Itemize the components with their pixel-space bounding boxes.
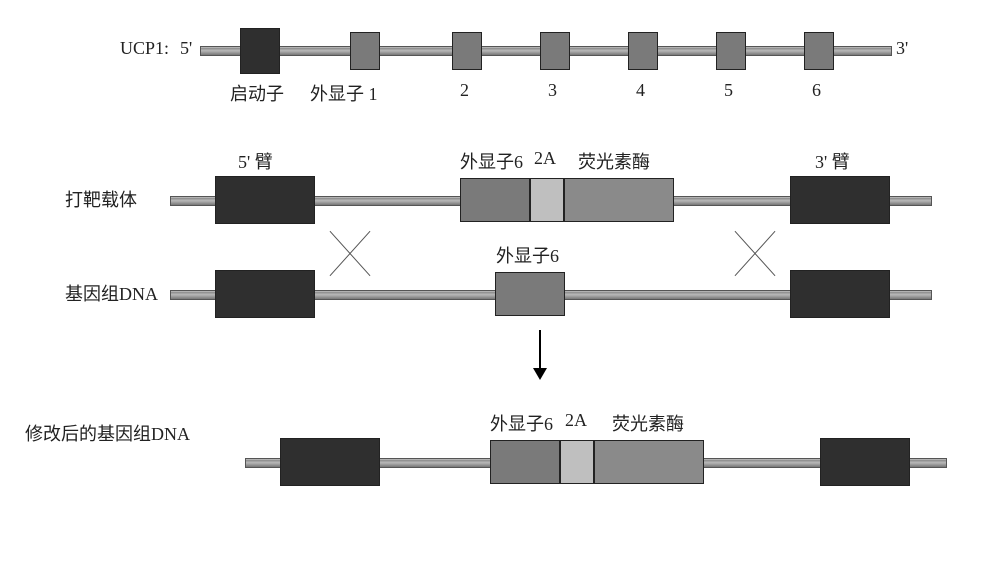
cross-left bbox=[320, 218, 380, 288]
m-2a-box bbox=[560, 440, 594, 484]
modified-genome-label: 修改后的基因组DNA bbox=[25, 420, 190, 446]
m-luc-box bbox=[594, 440, 704, 484]
exon6-box bbox=[804, 32, 834, 70]
exon-num-3: 3 bbox=[548, 80, 557, 101]
tv-arm3 bbox=[790, 176, 890, 224]
tv-luc-box bbox=[564, 178, 674, 222]
m-arm5 bbox=[280, 438, 380, 486]
tv-luc-label: 荧光素酶 bbox=[578, 148, 650, 174]
g-exon6-label: 外显子6 bbox=[496, 242, 559, 268]
m-2a-label: 2A bbox=[565, 410, 587, 431]
tv-exon6-label: 外显子6 bbox=[460, 148, 523, 174]
exon-num-2: 2 bbox=[460, 80, 469, 101]
tv-2a-box bbox=[530, 178, 564, 222]
arm3-label: 3' 臂 bbox=[815, 148, 850, 174]
tv-2a-label: 2A bbox=[534, 148, 556, 169]
g-arm3 bbox=[790, 270, 890, 318]
m-luc-label: 荧光素酶 bbox=[612, 410, 684, 436]
exon-num-5: 5 bbox=[724, 80, 733, 101]
promoter-box bbox=[240, 28, 280, 74]
genomic-dna-label: 基因组DNA bbox=[65, 280, 158, 306]
m-arm3 bbox=[820, 438, 910, 486]
targeting-vector-label: 打靶载体 bbox=[65, 186, 137, 212]
diagram-stage: UCP1: 5' 3' 启动子 外显子 1 2 3 4 5 6 打靶载体 5' … bbox=[20, 20, 980, 546]
tv-exon6-box bbox=[460, 178, 530, 222]
arm5-label: 5' 臂 bbox=[238, 148, 273, 174]
tv-arm5 bbox=[215, 176, 315, 224]
m-exon6-box bbox=[490, 440, 560, 484]
g-arm5 bbox=[215, 270, 315, 318]
three-prime: 3' bbox=[896, 38, 908, 59]
exon2-box bbox=[452, 32, 482, 70]
exon-prefix-label: 外显子 1 bbox=[310, 80, 378, 106]
exon5-box bbox=[716, 32, 746, 70]
g-exon6-box bbox=[495, 272, 565, 316]
exon3-box bbox=[540, 32, 570, 70]
exon-num-6: 6 bbox=[812, 80, 821, 101]
exon4-box bbox=[628, 32, 658, 70]
exon-num-4: 4 bbox=[636, 80, 645, 101]
ucp1-label: UCP1: bbox=[120, 38, 169, 59]
promoter-label: 启动子 bbox=[230, 80, 284, 106]
cross-right bbox=[725, 218, 785, 288]
five-prime: 5' bbox=[180, 38, 192, 59]
exon1-box bbox=[350, 32, 380, 70]
m-exon6-label: 外显子6 bbox=[490, 410, 553, 436]
